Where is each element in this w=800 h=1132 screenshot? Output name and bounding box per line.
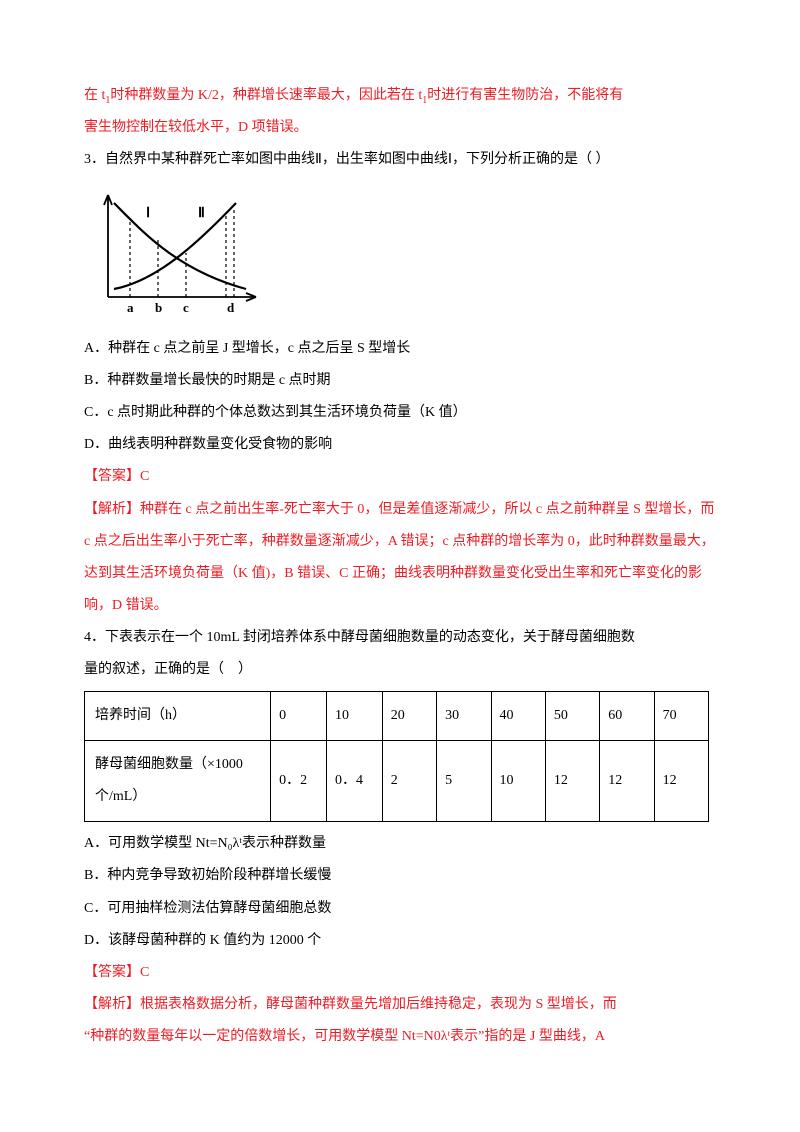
q4-opt-a: A．可用数学模型 Nt=N₀λᵗ表示种群数量 (84, 828, 716, 860)
cell: 5 (437, 740, 491, 821)
intro-line-2: 害生物控制在较低水平，D 项错误。 (84, 112, 716, 144)
q3-opt-c: C．c 点时期此种群的个体总数达到其生活环境负荷量（K 值） (84, 397, 716, 429)
cell: 0．4 (326, 740, 382, 821)
cell: 2 (382, 740, 436, 821)
q4-exp-1: 【解析】根据表格数据分析，酵母菌种群数量先增加后维持稳定，表现为 S 型增长，而 (84, 989, 716, 1021)
q3-opt-d: D．曲线表明种群数量变化受食物的影响 (84, 429, 716, 461)
cell: 70 (654, 691, 708, 740)
cell: 0．2 (271, 740, 327, 821)
q4-exp-2: “种群的数量每年以一定的倍数增长，可用数学模型 Nt=N0λᵗ表示”指的是 J … (84, 1021, 716, 1053)
q3-answer: 【答案】C (84, 461, 716, 493)
q4-opt-c: C．可用抽样检测法估算酵母菌细胞总数 (84, 893, 716, 925)
q4-answer: 【答案】C (84, 957, 716, 989)
t1-mid: 时种群数量为 K/2，种群增长速率最大，因此若在 t (110, 88, 422, 103)
cell: 12 (654, 740, 708, 821)
tick-b: b (155, 300, 162, 315)
cell: 20 (382, 691, 436, 740)
q3-opt-b: B．种群数量增长最快的时期是 c 点时期 (84, 365, 716, 397)
q3-opt-a: A．种群在 c 点之前呈 J 型增长，c 点之后呈 S 型增长 (84, 333, 716, 365)
tick-a: a (127, 300, 134, 315)
q4-opt-b: B．种内竞争导致初始阶段种群增长缓慢 (84, 860, 716, 892)
cell: 30 (437, 691, 491, 740)
tick-d: d (227, 300, 235, 315)
cell: 40 (491, 691, 545, 740)
cell: 12 (545, 740, 599, 821)
intro-line-1: 在 t1时种群数量为 K/2，种群增长速率最大，因此若在 t1时进行有害生物防治… (84, 80, 716, 112)
t1-post: 时进行有害生物防治，不能将有 (427, 88, 623, 103)
cell: 10 (326, 691, 382, 740)
cell: 60 (600, 691, 654, 740)
q3-chart: Ⅰ Ⅱ a b c d (86, 185, 266, 323)
cell: 0 (271, 691, 327, 740)
t1-pre: 在 t (84, 88, 105, 103)
cell: 10 (491, 740, 545, 821)
table-row: 酵母菌细胞数量（×1000 个/mL） 0．2 0．4 2 5 10 12 12… (85, 740, 709, 821)
q4-opt-d: D．该酵母菌种群的 K 值约为 12000 个 (84, 925, 716, 957)
curve-label-I: Ⅰ (146, 206, 150, 221)
q3-stem: 3．自然界中某种群死亡率如图中曲线Ⅱ，出生率如图中曲线Ⅰ，下列分析正确的是（ ） (84, 144, 716, 176)
q3-explanation: 【解析】种群在 c 点之前出生率-死亡率大于 0，但是差值逐渐减少，所以 c 点… (84, 494, 716, 623)
row2-label: 酵母菌细胞数量（×1000 个/mL） (85, 740, 271, 821)
q4-stem-2: 量的叙述，正确的是（ ） (84, 654, 716, 686)
cell: 12 (600, 740, 654, 821)
q4-table: 培养时间（h） 0 10 20 30 40 50 60 70 酵母菌细胞数量（×… (84, 691, 709, 823)
q4-stem-1: 4．下表表示在一个 10mL 封闭培养体系中酵母菌细胞数量的动态变化，关于酵母菌… (84, 622, 716, 654)
tick-c: c (183, 300, 189, 315)
curve-label-II: Ⅱ (198, 206, 205, 221)
cell: 50 (545, 691, 599, 740)
row1-label: 培养时间（h） (85, 691, 271, 740)
table-row: 培养时间（h） 0 10 20 30 40 50 60 70 (85, 691, 709, 740)
